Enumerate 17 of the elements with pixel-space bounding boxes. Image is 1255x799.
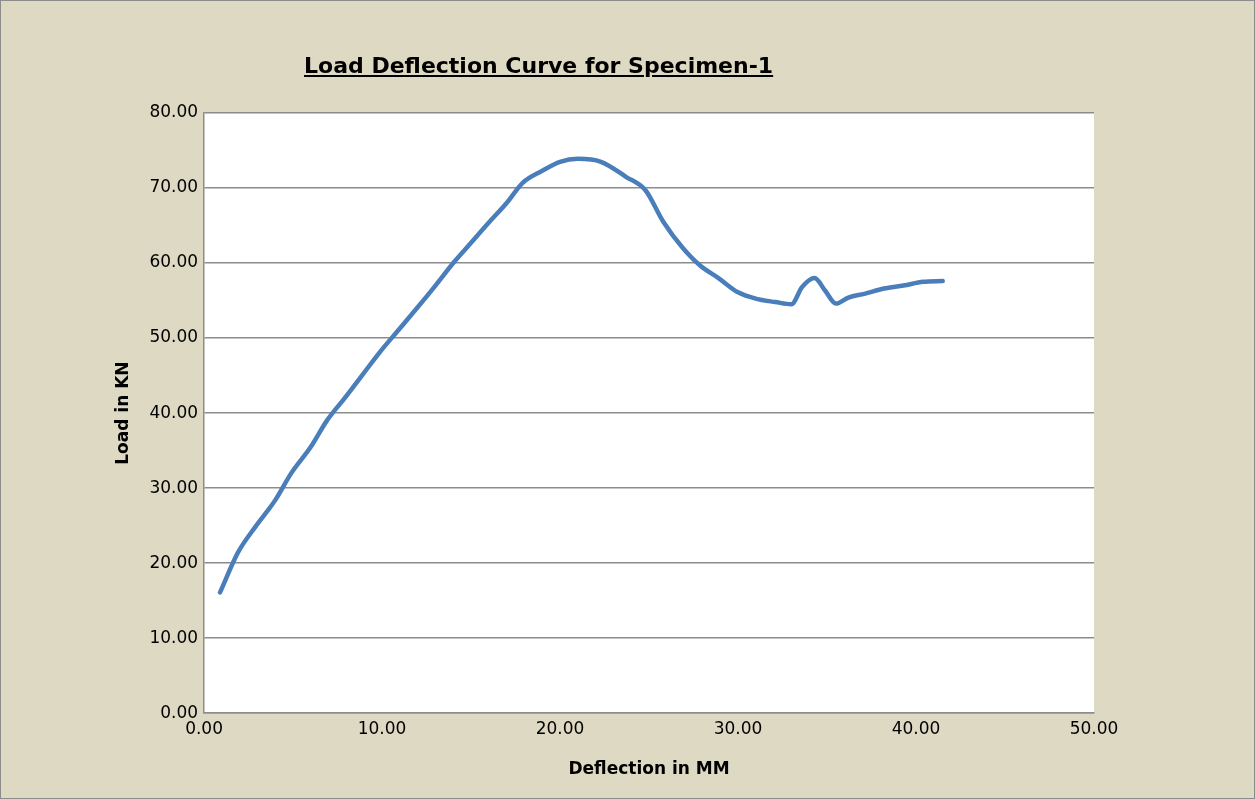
x-axis-title: Deflection in MM: [568, 758, 730, 779]
y-tick-label: 20.00: [149, 551, 199, 572]
x-tick-label: 50.00: [1069, 717, 1119, 738]
x-tick-label: 10.00: [357, 717, 407, 738]
x-tick-label: 30.00: [713, 717, 763, 738]
chart-title: Load Deflection Curve for Specimen-1: [304, 53, 774, 78]
x-tick-label: 20.00: [535, 717, 585, 738]
y-tick-label: 50.00: [149, 326, 199, 347]
line-series: [217, 156, 945, 595]
y-tick-label: 30.00: [149, 476, 199, 497]
y-tick-label: 60.00: [149, 251, 199, 272]
y-tick-label: 40.00: [149, 401, 199, 422]
x-tick-label: 40.00: [891, 717, 941, 738]
y-tick-label: 10.00: [149, 626, 199, 647]
y-axis-title: Load in KN: [111, 361, 132, 465]
y-tick-label: 70.00: [149, 176, 199, 197]
y-tick-label: 80.00: [149, 101, 199, 122]
